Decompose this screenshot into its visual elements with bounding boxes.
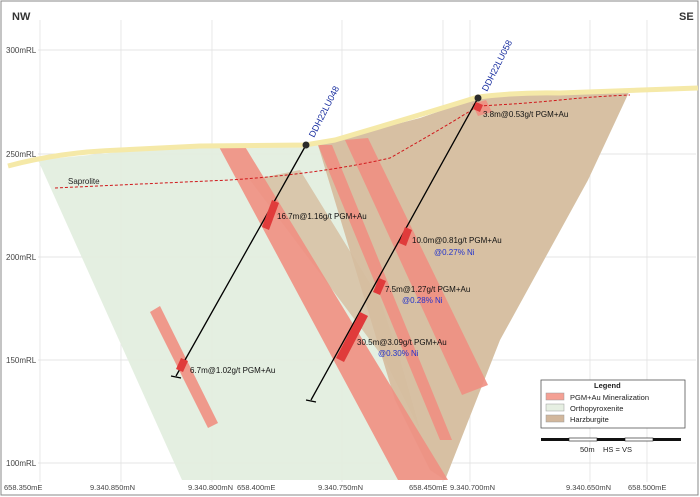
legend-box bbox=[540, 379, 686, 429]
drillhole-end-tick bbox=[170, 375, 182, 379]
scale-bar-segment bbox=[541, 438, 569, 441]
legend-title: Legend bbox=[594, 381, 621, 390]
rl-labels: 300mRL 250mRL 200mRL 150mRL 100mRL bbox=[6, 46, 37, 468]
nickel-labels: @0.27% Ni @0.28% Ni @0.30% Ni bbox=[378, 248, 475, 358]
coord-label: 658.400mE bbox=[237, 483, 275, 492]
legend-label-harzburgite: Harzburgite bbox=[570, 415, 609, 424]
rl-label-150: 150mRL bbox=[6, 356, 37, 365]
legend-swatch-mineralization bbox=[545, 392, 565, 401]
scale-ratio-label: HS = VS bbox=[603, 445, 632, 454]
mineralization-band-3 bbox=[345, 138, 488, 395]
intercept-label-16-7m: 16.7m@1.16g/t PGM+Au bbox=[277, 212, 367, 221]
scale-bar-segment bbox=[568, 437, 598, 442]
rl-label-250: 250mRL bbox=[6, 150, 37, 159]
collar-marker bbox=[302, 141, 310, 149]
intercept-marker-30-5m bbox=[336, 312, 368, 362]
saprolite-label: Saprolite bbox=[68, 177, 100, 186]
orientation-se: SE bbox=[679, 11, 694, 23]
coord-label: 658.500mE bbox=[628, 483, 666, 492]
legend-label-mineralization: PGM+Au Mineralization bbox=[570, 393, 649, 402]
harzburgite-unit bbox=[318, 90, 630, 480]
intercept-labels: 3.8m@0.53g/t PGM+Au 16.7m@1.16g/t PGM+Au… bbox=[190, 110, 568, 375]
coord-label: 9.340.650mN bbox=[566, 483, 611, 492]
ni-label-30-5m: @0.30% Ni bbox=[378, 349, 419, 358]
coord-label: 9.340.850mN bbox=[90, 483, 135, 492]
scale-bar-segment bbox=[624, 437, 654, 442]
mineralization-band-2 bbox=[318, 145, 452, 440]
rl-label-200: 200mRL bbox=[6, 253, 37, 262]
scale-length-label: 50m bbox=[580, 445, 595, 454]
drillhole-DDH22LU048[interactable] bbox=[170, 141, 310, 379]
scale-bar-segment bbox=[597, 438, 625, 441]
drillhole-end-tick bbox=[305, 399, 317, 403]
orientation-nw: NW bbox=[12, 11, 31, 23]
intercept-label-6-7m: 6.7m@1.02g/t PGM+Au bbox=[190, 366, 275, 375]
rl-label-100: 100mRL bbox=[6, 459, 37, 468]
intercept-marker-3-8m bbox=[473, 102, 483, 112]
legend: Legend PGM+Au Mineralization Orthopyroxe… bbox=[540, 379, 686, 429]
coordinate-labels: 658.350mE 9.340.850mN 9.340.800mN 658.40… bbox=[4, 483, 666, 492]
scale-bar-segment bbox=[653, 438, 681, 441]
intercept-markers bbox=[176, 102, 483, 372]
intercept-marker-16-7m bbox=[262, 200, 279, 230]
ni-label-7-5m: @0.28% Ni bbox=[402, 296, 443, 305]
coord-label: 658.350mE bbox=[4, 483, 42, 492]
drillhole-trace bbox=[175, 144, 307, 377]
mineralization-band-1 bbox=[218, 145, 448, 480]
topography-surface bbox=[7, 85, 699, 169]
legend-swatch-harzburgite bbox=[545, 414, 565, 423]
legend-swatch-orthopyroxenite bbox=[545, 403, 565, 412]
scale-bar: 50m HS = VS bbox=[541, 437, 681, 454]
ni-label-10-0m: @0.27% Ni bbox=[434, 248, 475, 257]
coord-label: 9.340.750mN bbox=[318, 483, 363, 492]
intercept-label-10-0m: 10.0m@0.81g/t PGM+Au bbox=[412, 236, 502, 245]
intercept-label-7-5m: 7.5m@1.27g/t PGM+Au bbox=[385, 285, 470, 294]
collar-marker bbox=[474, 94, 482, 102]
coord-label: 9.340.800mN bbox=[188, 483, 233, 492]
legend-label-orthopyroxenite: Orthopyroxenite bbox=[570, 404, 623, 413]
saprolite-boundary bbox=[54, 94, 631, 189]
drillhole-label-DDH22LU048: DDH22LU048 bbox=[307, 84, 341, 138]
coord-label: 9.340.700mN bbox=[450, 483, 495, 492]
intercept-label-3-8m: 3.8m@0.53g/t PGM+Au bbox=[483, 110, 568, 119]
intercept-marker-6-7m bbox=[176, 358, 188, 372]
intercept-label-30-5m: 30.5m@3.09g/t PGM+Au bbox=[357, 338, 447, 347]
drillhole-label-DDH22LU058: DDH22LU058 bbox=[480, 38, 514, 92]
drillhole-DDH22LU058[interactable] bbox=[305, 94, 482, 403]
drillhole-trace bbox=[310, 97, 479, 401]
intercept-marker-7-5m bbox=[373, 278, 386, 295]
rl-label-300: 300mRL bbox=[6, 46, 37, 55]
intercept-marker-10-0m bbox=[399, 227, 412, 246]
coord-label: 658.450mE bbox=[409, 483, 447, 492]
